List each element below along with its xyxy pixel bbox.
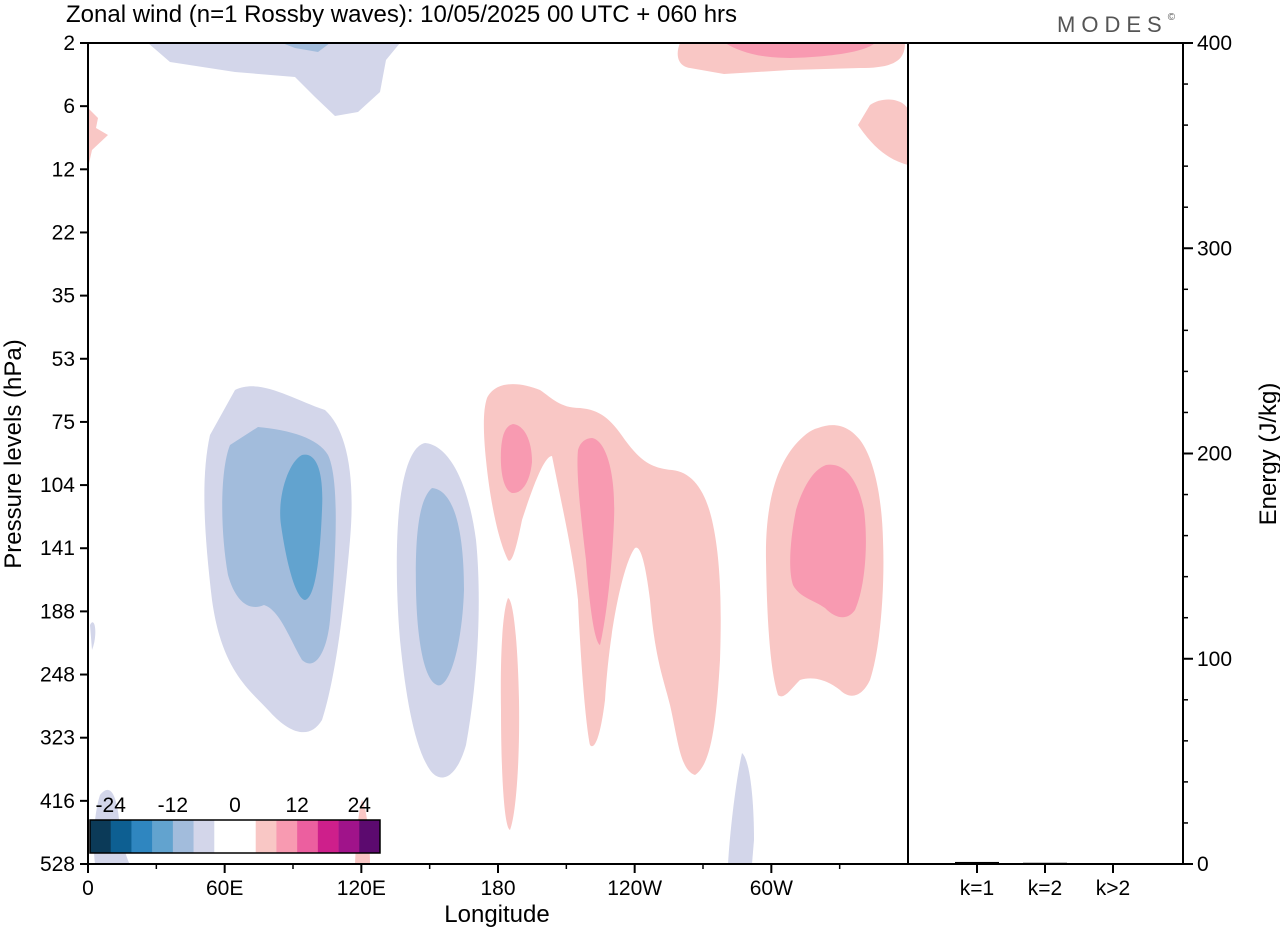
brand-name: MODES (1057, 12, 1168, 37)
x-tick-label: 120W (607, 877, 662, 900)
energy-bar (1023, 862, 1067, 864)
y-tick-label: 35 (52, 285, 75, 308)
colorbar-swatch (338, 820, 360, 853)
chart-title: Zonal wind (n=1 Rossby waves): 10/05/202… (66, 1, 737, 28)
colorbar-swatch (172, 820, 194, 853)
contour-positive-weak (858, 99, 908, 165)
colorbar-swatch (317, 820, 339, 853)
y-tick-label: 22 (52, 221, 75, 244)
x-tick-label: 60W (750, 877, 793, 900)
y-tick-label: 12 (52, 158, 75, 181)
x-tick-label: 60E (206, 877, 243, 900)
energy-bar-label: k>2 (1096, 877, 1130, 900)
brand-mark: © (1168, 12, 1181, 23)
colorbar-swatch (110, 820, 132, 853)
y-tick-label: 2 (63, 32, 75, 55)
contour-positive-moderate (500, 424, 532, 494)
contour-positive-weak (500, 598, 520, 830)
y-tick-label: 141 (40, 537, 75, 560)
y2-tick-label: 100 (1197, 648, 1232, 671)
colorbar-swatch (297, 820, 319, 853)
y-tick-label: 53 (52, 348, 75, 371)
energy-bar (1091, 863, 1135, 865)
contour-positive-moderate (577, 438, 615, 645)
colorbar: -24 -12 0 12 24 (89, 794, 381, 854)
contour-negative-weak (90, 622, 96, 650)
y-tick-label: 416 (40, 790, 75, 813)
y-tick-label: 104 (40, 474, 75, 497)
energy-bar-label: k=1 (960, 877, 994, 900)
contour-positive-moderate (725, 43, 875, 58)
colorbar-swatch (235, 820, 257, 853)
y2-tick-label: 400 (1197, 32, 1232, 55)
energy-bars: k=1 k=2 k>2 (955, 861, 1135, 900)
x-tick-label: 120E (337, 877, 386, 900)
contour-negative-weak (148, 43, 400, 116)
y2-axis-label: Energy (J/kg) (1255, 383, 1280, 526)
colorbar-swatch (255, 820, 277, 853)
contour-positive-weak (88, 108, 108, 168)
y-tick-label: 75 (52, 411, 75, 434)
pressure-axis: 2 6 12 22 35 53 75 104 141 188 248 323 416 528 (40, 32, 88, 876)
colorbar-swatch (152, 820, 174, 853)
contour-negative-strong (280, 454, 323, 600)
colorbar-swatch (131, 820, 153, 853)
y-axis-label: Pressure levels (hPa) (0, 339, 27, 568)
colorbar-swatch (276, 820, 298, 853)
x-tick-label: 0 (82, 877, 94, 900)
colorbar-label: 12 (285, 794, 308, 817)
y-tick-label: 6 (63, 95, 75, 118)
colorbar-label: 0 (229, 794, 241, 817)
y2-tick-label: 200 (1197, 443, 1232, 466)
colorbar-frame (89, 819, 381, 854)
energy-bar-label: k=2 (1028, 877, 1062, 900)
colorbar-swatch (359, 820, 381, 853)
longitude-axis: 0 60E 120E 180 120W 60W (82, 864, 841, 900)
energy-bar (955, 861, 999, 864)
y-tick-label: 248 (40, 664, 75, 687)
energy-axis: 0 100 200 300 400 (1183, 32, 1232, 876)
y2-tick-label: 0 (1197, 853, 1209, 876)
brand-logo: MODES© (1057, 12, 1181, 37)
y-tick-label: 188 (40, 600, 75, 623)
colorbar-label: -12 (158, 794, 188, 817)
x-tick-label: 180 (480, 877, 515, 900)
contour-fields (88, 43, 908, 864)
colorbar-label: 24 (348, 794, 372, 817)
x-axis-label: Longitude (444, 901, 549, 928)
colorbar-swatch (214, 820, 236, 853)
y2-tick-label: 300 (1197, 237, 1232, 260)
colorbar-swatch (90, 820, 112, 853)
colorbar-label: -24 (96, 794, 127, 817)
contour-negative-moderate (282, 43, 330, 52)
y-tick-label: 323 (40, 727, 75, 750)
colorbar-swatch (193, 820, 215, 853)
contour-positive-moderate (790, 464, 866, 618)
y-tick-label: 528 (40, 853, 75, 876)
contour-negative-weak (728, 753, 754, 864)
contour-negative-moderate (415, 488, 464, 686)
